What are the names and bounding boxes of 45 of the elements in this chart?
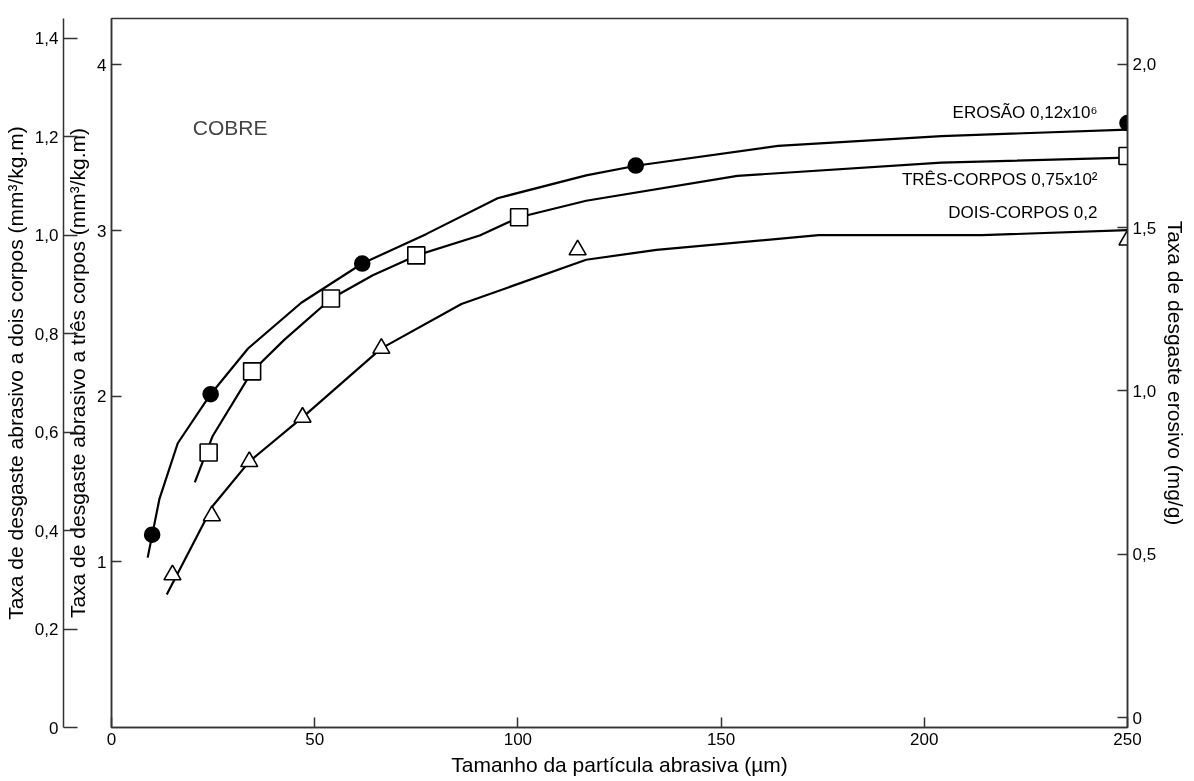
point [509, 207, 529, 227]
x-tick-label: 250 [1113, 729, 1142, 749]
x-tick-label: 150 [706, 729, 736, 749]
y2-axis-title: Taxa de desgaste erosivo (mg/g) [1164, 220, 1188, 526]
series-label: EROSÃO 0,12x10⁶ [952, 102, 1098, 122]
y3-tick-label: 1,4 [34, 29, 59, 49]
y-tick-label: 1 [97, 552, 107, 572]
point [202, 385, 219, 403]
point [321, 289, 341, 308]
y2-tick-label: 2,0 [1132, 55, 1157, 75]
y3-tick-label: 0,8 [34, 324, 59, 344]
x-tick-label: 0 [106, 729, 117, 749]
x-tick-label: 50 [305, 729, 325, 749]
y-tick-label: 3 [97, 221, 107, 241]
series-label: DOIS-CORPOS 0,2 [948, 203, 1098, 223]
x-tick-label: 100 [503, 729, 533, 749]
x-tick-label: 200 [910, 729, 939, 749]
point [163, 564, 182, 581]
y2-tick-label: 1,0 [1132, 381, 1157, 401]
y3-tick-label: 1,2 [34, 127, 59, 147]
point [293, 406, 312, 424]
y-tick-label: 2 [97, 387, 107, 407]
y3-tick-label: 1,0 [34, 226, 59, 246]
point [143, 526, 161, 544]
y3-tick-label: 0,4 [34, 521, 59, 541]
point [242, 362, 262, 381]
y3-tick-label: 0,6 [34, 423, 59, 443]
series-label: TRÊS-CORPOS 0,75x10² [901, 169, 1098, 189]
point [407, 246, 426, 265]
point [199, 443, 218, 462]
point [568, 239, 587, 256]
point [202, 505, 222, 522]
y3-tick-label: 0,2 [34, 620, 59, 640]
y-axis-title: Taxa de desgaste abrasivo a três corpos (mm³/kg.m) [66, 127, 90, 619]
y2-tick-label: 0,5 [1132, 545, 1157, 565]
x-axis-title: Tamanho da partícula abrasiva (µm) [451, 752, 788, 776]
point [239, 451, 259, 468]
y3-axis-title: Taxa de desgaste abrasivo a dois corpos (mm³/kg.m) [3, 126, 27, 620]
y2-tick-label: 0 [1132, 708, 1142, 728]
line-series [165, 229, 1128, 596]
point [353, 255, 371, 272]
annotation: COBRE [192, 116, 268, 140]
point [372, 337, 391, 355]
y2-tick-label: 1,5 [1132, 218, 1157, 238]
y-tick-label: 4 [97, 55, 107, 75]
